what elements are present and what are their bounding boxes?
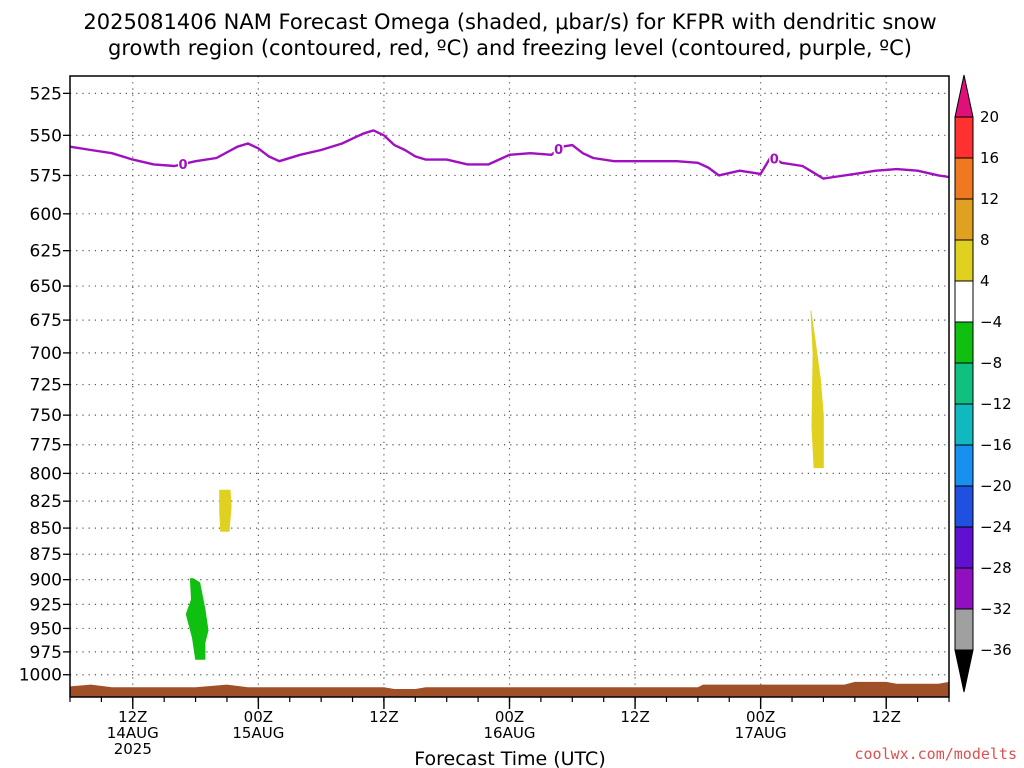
y-tick-label: 800 [30, 464, 62, 484]
x-tick-label: 00Z [495, 708, 524, 726]
x-tick-date-label: 14AUG [107, 724, 159, 742]
x-tick-year-label: 2025 [114, 740, 152, 758]
colorbar-bin [954, 321, 974, 364]
colorbar-tick-label: 8 [980, 231, 990, 249]
colorbar-tick-label: −16 [980, 436, 1012, 454]
contour-label-background [178, 157, 189, 172]
contour-label-background [553, 142, 564, 157]
terrain-fill [70, 681, 949, 697]
y-tick-label: 975 [30, 643, 62, 663]
y-tick-label: 825 [30, 492, 62, 512]
y-tick-label: 575 [30, 166, 62, 186]
colorbar-arrow-bottom [954, 649, 974, 693]
y-tick-label: 775 [30, 436, 62, 456]
y-tick-label: 950 [30, 619, 62, 639]
y-tick-label: 625 [30, 242, 62, 262]
omega-shading [185, 310, 824, 660]
freezing-level-contour-label: 0 [178, 158, 187, 173]
colorbar-tick-label: 20 [980, 108, 999, 126]
x-tick-date-label: 17AUG [735, 724, 787, 742]
x-tick-label: 12Z [118, 708, 147, 726]
colorbar: 20 16 12 8 4 −4 −8 −12 −16 −20 −24 −28 −32 −36 [954, 74, 1012, 693]
colorbar-tick-label: 12 [980, 190, 999, 208]
x-tick-label: 12Z [620, 708, 649, 726]
x-tick-date-label: 15AUG [232, 724, 284, 742]
y-tick-label: 875 [30, 545, 62, 565]
colorbar-bin [954, 526, 974, 569]
y-tick-label: 750 [30, 406, 62, 426]
colorbar-bin [954, 567, 974, 610]
colorbar-tick-label: −28 [980, 559, 1012, 577]
colorbar-tick-label: −32 [980, 600, 1012, 618]
colorbar-tick-label: −12 [980, 395, 1012, 413]
colorbar-bin [954, 444, 974, 487]
colorbar-tick-label: 4 [980, 272, 990, 290]
y-tick-label: 1000 [19, 666, 62, 686]
freezing-level-contour: 0 0 0 [69, 129, 950, 180]
chart-title-line-1: 2025081406 NAM Forecast Omega (shaded, μ… [83, 10, 936, 34]
colorbar-bin [954, 608, 974, 651]
y-tick-label: 525 [30, 84, 62, 104]
colorbar-tick-label: −8 [980, 354, 1002, 372]
colorbar-bin [954, 198, 974, 241]
omega-region [219, 489, 232, 532]
y-tick-label: 725 [30, 376, 62, 396]
y-tick-label: 550 [30, 126, 62, 146]
colorbar-bin [954, 239, 974, 282]
x-tick-label: 12Z [369, 708, 398, 726]
colorbar-tick-label: 16 [980, 149, 999, 167]
colorbar-bin [954, 157, 974, 200]
y-tick-label: 650 [30, 277, 62, 297]
y-tick-label: 700 [30, 344, 62, 364]
y-tick-label: 900 [30, 571, 62, 591]
colorbar-bin [954, 403, 974, 446]
colorbar-tick-label: −20 [980, 477, 1012, 495]
colorbar-bin [954, 116, 974, 159]
colorbar-bin [954, 485, 974, 528]
x-tick-label: 12Z [872, 708, 901, 726]
terrain [70, 681, 949, 697]
omega-region [185, 578, 209, 660]
colorbar-tick-label: −4 [980, 313, 1002, 331]
x-tick-date-label: 16AUG [484, 724, 536, 742]
x-axis-label: Forecast Time (UTC) [414, 748, 605, 768]
colorbar-tick-label: −36 [980, 641, 1012, 659]
x-tick-label: 00Z [746, 708, 775, 726]
colorbar-bin [954, 280, 974, 323]
colorbar-bin [954, 362, 974, 405]
y-tick-label: 925 [30, 595, 62, 615]
freezing-level-line [69, 129, 950, 180]
colorbar-arrow-top [954, 74, 974, 118]
freezing-level-contour-label: 0 [770, 152, 779, 167]
freezing-level-contour-label: 0 [554, 143, 563, 158]
colorbar-tick-label: −24 [980, 518, 1012, 536]
x-tick-label: 00Z [244, 708, 273, 726]
y-tick-label: 600 [30, 205, 62, 225]
contour-label-background [769, 151, 780, 166]
y-axis: 525 550 575 600 625 650 675 700 725 750 775 800 825 8… [19, 84, 70, 686]
credit-text: coolwx.com/modelts [854, 745, 1017, 763]
y-tick-label: 850 [30, 519, 62, 539]
grid [70, 76, 949, 697]
omega-region [810, 310, 824, 469]
y-tick-label: 675 [30, 311, 62, 331]
chart-title-line-2: growth region (contoured, red, ºC) and f… [108, 36, 912, 60]
